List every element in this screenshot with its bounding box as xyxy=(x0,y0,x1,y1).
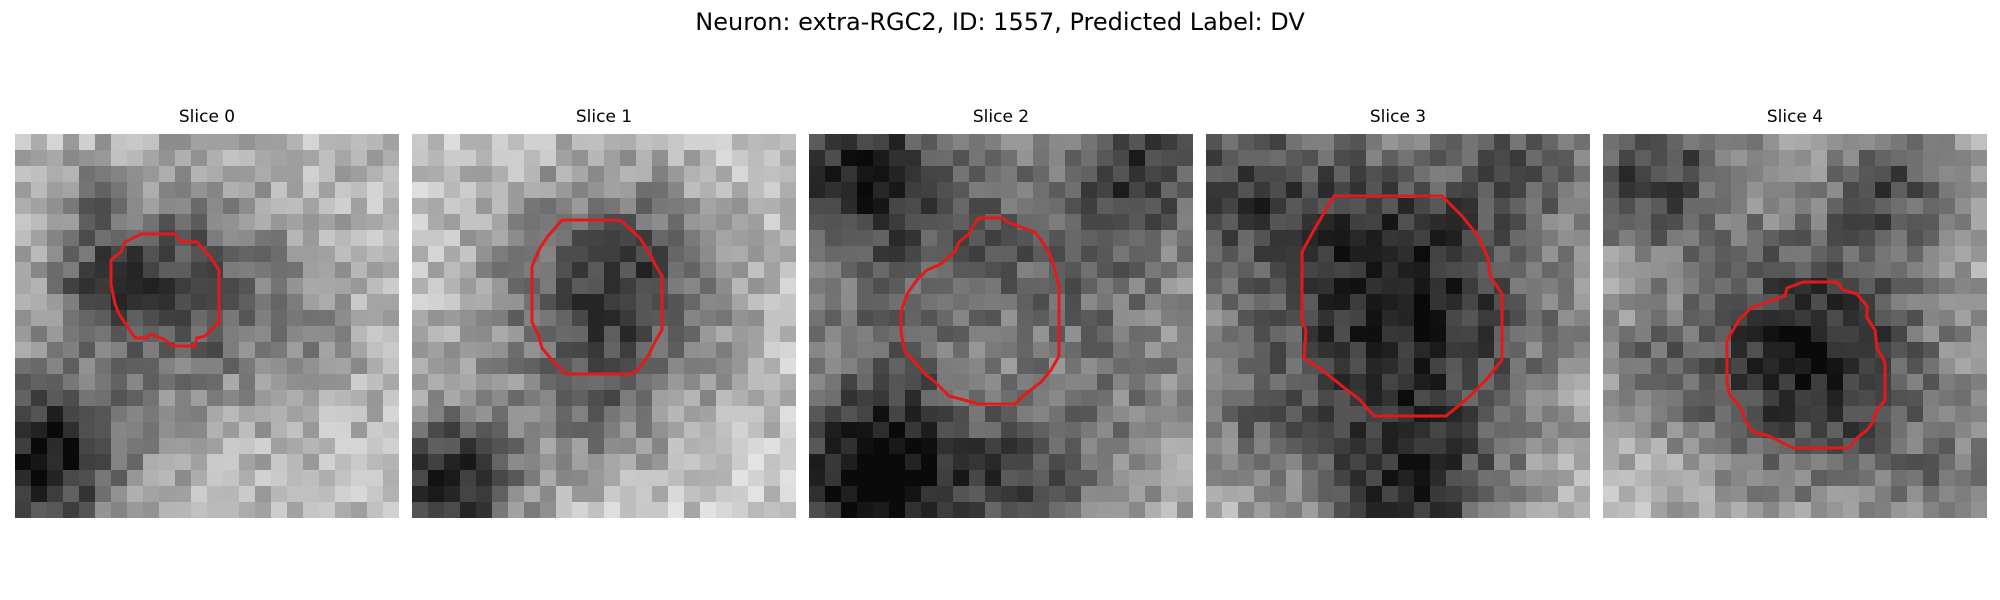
slice-title: Slice 3 xyxy=(1369,107,1427,127)
slice-image xyxy=(809,134,1193,518)
slice-image xyxy=(15,134,399,518)
segmentation-contour xyxy=(109,232,221,348)
pixel-grid xyxy=(15,134,399,518)
figure-title: Neuron: extra-RGC2, ID: 1557, Predicted … xyxy=(695,8,1305,36)
slice-title: Slice 2 xyxy=(972,107,1030,127)
slice-title: Slice 1 xyxy=(575,107,633,127)
slice-image xyxy=(412,134,796,518)
segmentation-contour xyxy=(530,218,664,376)
slice-title: Slice 0 xyxy=(178,107,236,127)
pixel-grid xyxy=(809,134,1193,518)
segmentation-contour xyxy=(1300,194,1504,418)
segmentation-contour xyxy=(1725,280,1887,450)
pixel-grid xyxy=(1206,134,1590,518)
slice-image xyxy=(1603,134,1987,518)
slice-image xyxy=(1206,134,1590,518)
slice-title: Slice 4 xyxy=(1766,107,1824,127)
pixel-grid xyxy=(412,134,796,518)
segmentation-contour xyxy=(899,216,1061,406)
pixel-grid xyxy=(1603,134,1987,518)
